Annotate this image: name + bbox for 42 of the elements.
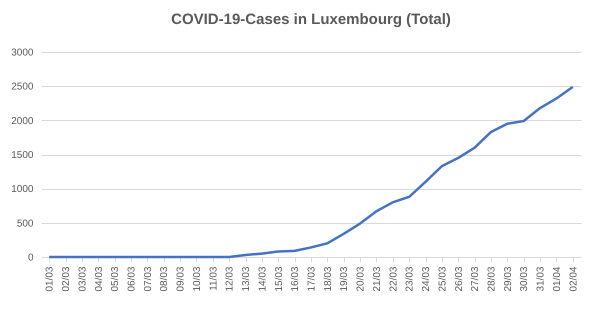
- x-tick-label: 13/03: [241, 266, 252, 292]
- x-tick-label: 09/03: [176, 266, 187, 292]
- x-tick-label: 15/03: [274, 266, 285, 292]
- x-tick-label: 31/03: [536, 266, 547, 292]
- x-tick-label: 11/03: [208, 266, 220, 291]
- x-tick-label: 07/03: [142, 266, 154, 292]
- x-tick-label: 25/03: [437, 266, 448, 292]
- x-tick-label: 22/03: [388, 266, 400, 292]
- x-tick-label: 26/03: [454, 266, 465, 292]
- line-series: [48, 86, 574, 258]
- y-tick-label: 2000: [11, 116, 34, 127]
- y-tick-label: 1500: [11, 150, 34, 161]
- x-tick-label: 02/04: [568, 266, 580, 292]
- y-tick-label: 0: [28, 252, 34, 264]
- x-tick-label: 23/03: [404, 266, 416, 292]
- x-tick-label: 14/03: [257, 266, 268, 292]
- y-tick-label: 3000: [11, 48, 34, 58]
- x-tick-label: 18/03: [322, 266, 334, 292]
- x-tick-label: 24/03: [421, 266, 432, 292]
- x-tick-label: 04/03: [94, 266, 105, 292]
- x-tick-label: 29/03: [502, 266, 514, 292]
- x-tick-label: 08/03: [159, 266, 170, 292]
- y-tick-label: 2500: [11, 82, 34, 93]
- x-tick-label: 20/03: [356, 266, 367, 292]
- chart-title: COVID-19-Cases in Luxembourg (Total): [171, 11, 451, 28]
- x-tick-label: 28/03: [486, 266, 498, 292]
- x-tick-label: 01/04: [552, 266, 563, 292]
- x-tick-label: 03/03: [77, 266, 88, 292]
- x-tick-label: 06/03: [126, 266, 138, 292]
- x-tick-label: 21/03: [372, 266, 383, 292]
- x-tick-label: 02/03: [61, 266, 72, 292]
- x-tick-label: 30/03: [519, 266, 530, 292]
- x-tick-label: 16/03: [290, 266, 302, 292]
- x-tick-label: 17/03: [306, 266, 318, 292]
- y-tick-label: 500: [16, 218, 34, 230]
- x-tick-label: 01/03: [44, 266, 56, 292]
- x-tick-label: 10/03: [192, 266, 203, 292]
- x-tick-label: 27/03: [470, 266, 482, 292]
- y-tick-label: 1000: [11, 184, 34, 196]
- x-tick-label: 19/03: [339, 266, 350, 292]
- x-tick-label: 05/03: [110, 266, 122, 292]
- x-tick-label: 12/03: [224, 266, 236, 292]
